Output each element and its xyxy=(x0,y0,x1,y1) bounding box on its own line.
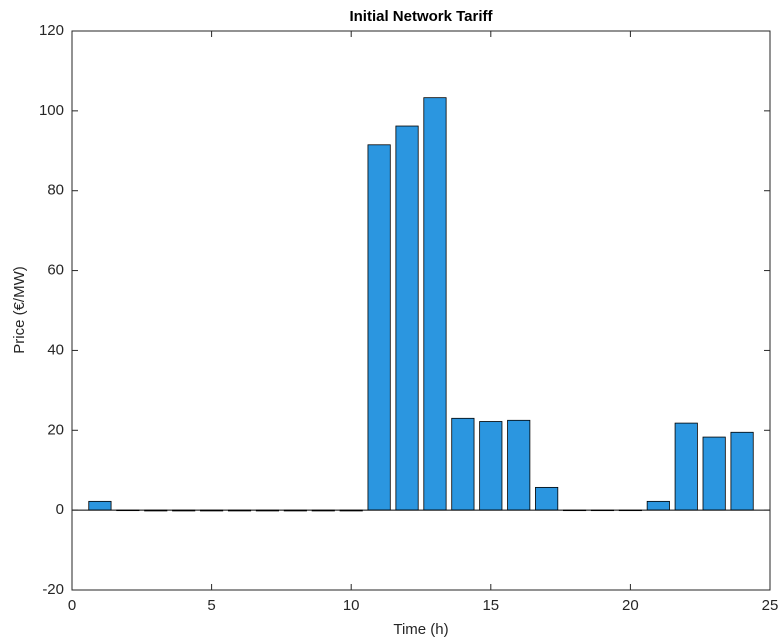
plot-frame xyxy=(71,30,771,591)
x-tick-label: 25 xyxy=(762,597,779,614)
bar xyxy=(702,436,726,511)
y-tick-label: 0 xyxy=(56,501,64,518)
bar xyxy=(646,500,670,511)
y-tick-label: 20 xyxy=(47,421,64,438)
y-tick-label: 120 xyxy=(39,22,64,39)
bar xyxy=(535,486,559,511)
x-axis-label: Time (h) xyxy=(393,621,448,638)
y-tick-label: -20 xyxy=(42,581,64,598)
x-tick-label: 10 xyxy=(343,597,360,614)
y-tick-label: 40 xyxy=(47,341,64,358)
x-tick-label: 15 xyxy=(482,597,499,614)
bar xyxy=(730,431,754,511)
y-axis-label: Price (€/MW) xyxy=(11,266,28,354)
x-tick-label: 0 xyxy=(68,597,76,614)
y-tick-label: 60 xyxy=(47,262,64,279)
bar xyxy=(423,97,447,511)
x-tick-label: 5 xyxy=(207,597,215,614)
bar xyxy=(451,417,475,511)
x-tick-label: 20 xyxy=(622,597,639,614)
bar xyxy=(88,500,112,511)
bar xyxy=(507,419,531,511)
chart-title: Initial Network Tariff xyxy=(349,8,493,25)
y-tick-label: 80 xyxy=(47,182,64,199)
y-tick-label: 100 xyxy=(39,102,64,119)
bar xyxy=(479,421,503,511)
bar xyxy=(395,125,419,511)
bar xyxy=(367,144,391,511)
bar xyxy=(674,422,698,511)
